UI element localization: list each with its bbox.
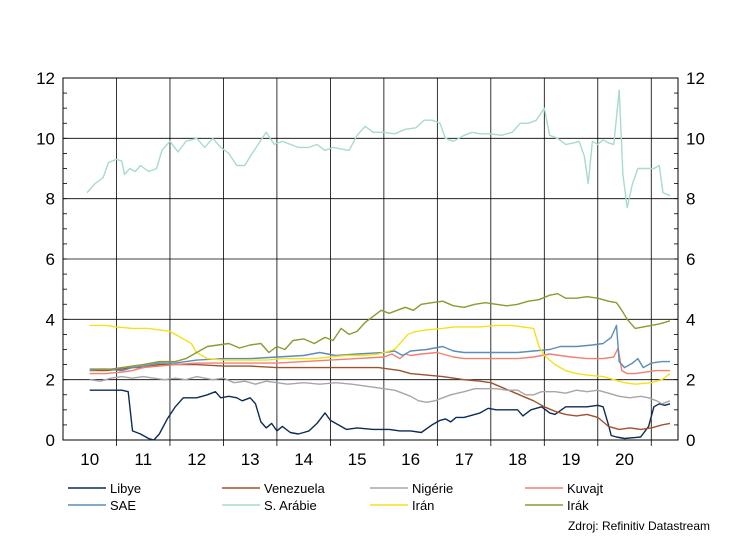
legend-label: Venezuela — [264, 481, 325, 496]
y-tick-label-left: 12 — [36, 69, 55, 88]
x-tick-label: 18 — [508, 450, 527, 469]
x-tick-label: 20 — [615, 450, 634, 469]
series-line-1 — [89, 363, 671, 431]
axes: 0 0 2 2 4 4 6 6 8 8 10 10 12 12 10 11 12 13 14 15 16 17 18 19 20 — [36, 69, 705, 469]
legend-label: S. Arábie — [264, 498, 317, 513]
x-tick-label: 14 — [294, 450, 313, 469]
series-line-6 — [89, 324, 671, 385]
y-tick-label-right: 4 — [686, 310, 695, 329]
y-tick-label-right: 8 — [686, 190, 695, 209]
y-tick-label-right: 6 — [686, 250, 695, 269]
plot-frame — [62, 77, 679, 441]
legend-label: Nigérie — [412, 481, 453, 496]
x-tick-label: 10 — [80, 450, 99, 469]
legend-label: Libye — [110, 481, 141, 496]
series-line-3 — [89, 347, 670, 375]
y-tick-label-right: 0 — [686, 431, 695, 450]
series-line-0 — [89, 389, 671, 441]
legend-label: Kuvajt — [567, 481, 604, 496]
series-line-5 — [86, 89, 671, 209]
series-line-2 — [89, 375, 671, 405]
y-tick-label-right: 12 — [686, 69, 705, 88]
series-line-4 — [89, 324, 670, 372]
x-tick-label: 11 — [134, 450, 152, 469]
grid — [63, 77, 678, 446]
legend-label: Irák — [567, 498, 589, 513]
x-tick-label: 16 — [401, 450, 420, 469]
y-tick-label-right: 2 — [686, 371, 695, 390]
y-tick-label-left: 0 — [46, 431, 55, 450]
y-tick-label-left: 10 — [36, 129, 55, 148]
legend-label: SAE — [110, 498, 136, 513]
y-tick-label-left: 8 — [46, 190, 55, 209]
y-tick-label-right: 10 — [686, 129, 705, 148]
x-tick-label: 17 — [455, 450, 474, 469]
y-tick-label-left: 2 — [46, 371, 55, 390]
legend-label: Irán — [412, 498, 434, 513]
x-tick-label: 13 — [241, 450, 260, 469]
series-lines — [86, 89, 671, 441]
x-tick-label: 12 — [187, 450, 206, 469]
source-note: Zdroj: Refinitiv Datastream — [568, 519, 710, 533]
legend: Libye Venezuela Nigérie Kuvajt SAE S. Arábie I… — [68, 481, 604, 513]
x-tick-label: 15 — [348, 450, 367, 469]
y-tick-label-left: 4 — [46, 310, 55, 329]
y-tick-label-left: 6 — [46, 250, 55, 269]
series-line-7 — [89, 293, 671, 372]
x-tick-label: 19 — [562, 450, 581, 469]
